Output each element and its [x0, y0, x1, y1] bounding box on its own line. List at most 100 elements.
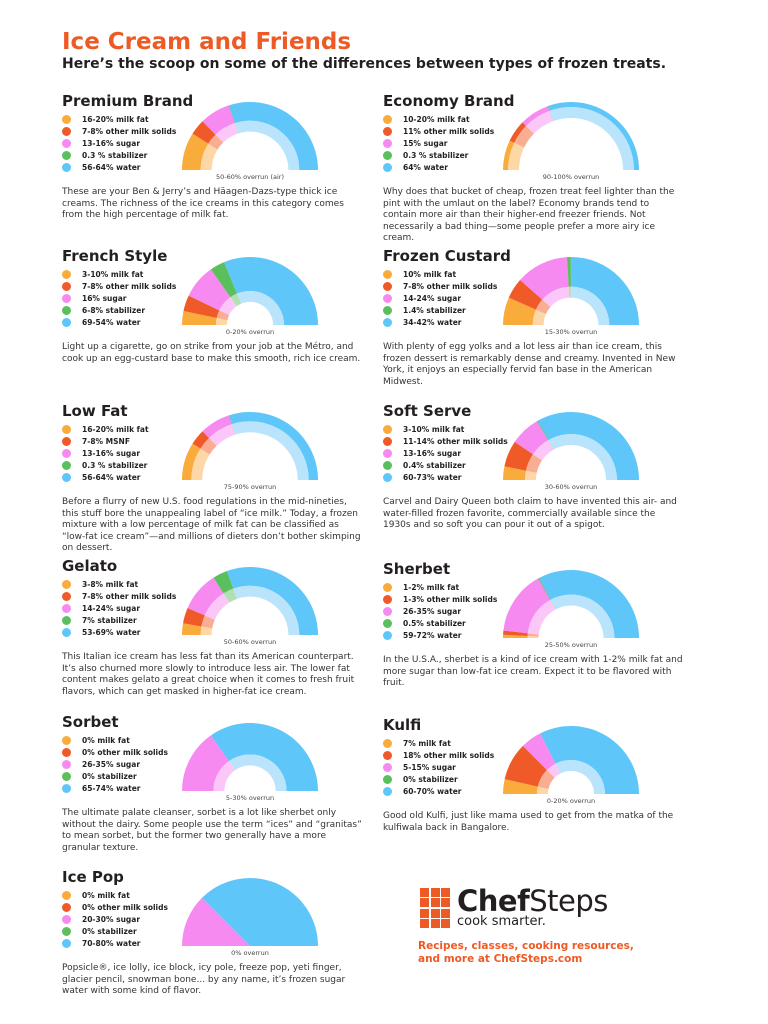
section-title: Economy Brand [383, 92, 515, 110]
overrun-segment-water [235, 120, 300, 170]
stabilizer-dot-icon [383, 305, 392, 315]
section-description: Good old Kulfi, just like mama used to g… [383, 811, 674, 833]
overrun-segment-other-milk-solids [526, 454, 542, 473]
legend-item-stabilizer: 1.4% stabilizer [383, 304, 497, 316]
composition-chart [503, 725, 639, 794]
legend-item-milk-fat: 0% milk fat [62, 889, 168, 901]
sugar-dot-icon [62, 138, 71, 148]
chart-legend: 0% milk fat 0% other milk solids 20-30% su… [62, 889, 168, 949]
stabilizer-dot-icon [383, 460, 392, 470]
overrun-label: 30-60% overrun [544, 483, 598, 491]
overrun-segment-sugar [542, 286, 570, 307]
other-milk-solids-dot-icon [383, 750, 392, 760]
legend-item-water: 34-42% water [383, 316, 497, 328]
water-dot-icon [62, 317, 71, 327]
sugar-dot-icon [383, 293, 392, 303]
legend-item-stabilizer: 0% stabilizer [62, 925, 168, 937]
sugar-dot-icon [62, 914, 71, 924]
overrun-segment-stabilizer [568, 286, 571, 298]
chart-legend: 10% milk fat 7-8% other milk solids 14-24%… [383, 268, 497, 328]
section-description: In the U.S.A., sherbet is a kind of ice … [383, 655, 683, 688]
legend-item-other-milk-solids: 7-8% other milk solids [383, 280, 497, 292]
stabilizer-dot-icon [383, 150, 392, 160]
overrun-segment-sugar [204, 593, 230, 620]
page-title: Ice Cream and Friends [62, 29, 352, 55]
section-description: These are your Ben & Jerry’s and Häagen-… [62, 187, 344, 220]
chart-legend: 10-20% milk fat 11% other milk solids 15% … [383, 113, 494, 173]
water-dot-icon [62, 472, 71, 482]
chart-legend: 7% milk fat 18% other milk solids 5-15% su… [383, 737, 494, 797]
stabilizer-dot-icon [62, 771, 71, 781]
section-low-fat: Low Fat 16-20% milk fat 7-8% MSNF 13-16% su… [62, 402, 372, 553]
overrun-segment-sugar [209, 424, 236, 446]
overrun-segment-water [550, 594, 615, 638]
section-title: Low Fat [62, 402, 128, 420]
section-title: Frozen Custard [383, 247, 511, 265]
chart-segment-sugar [202, 415, 232, 438]
water-dot-icon [62, 938, 71, 948]
legend-item-water: 69-54% water [62, 316, 176, 328]
overrun-segment-water [555, 760, 605, 794]
legend-item-milk-fat: 3-10% milk fat [383, 423, 508, 435]
section-title: Sherbet [383, 560, 451, 578]
other-milk-solids-dot-icon [383, 281, 392, 291]
chefsteps-logo[interactable]: ChefSteps cook smarter. [420, 887, 608, 929]
legend-item-stabilizer: 6-8% stabilizer [62, 304, 176, 316]
chart-segment-other-milk-solids [508, 279, 543, 310]
other-milk-solids-dot-icon [62, 436, 71, 446]
chart-legend: 3-8% milk fat 7-8% other milk solids 14-24… [62, 578, 176, 638]
section-kulfi: Kulfi 7% milk fat 18% other milk solids 5-1… [383, 716, 693, 866]
logo-wordmark: ChefSteps [457, 884, 608, 918]
chart-segment-milk-fat [503, 779, 538, 794]
stabilizer-dot-icon [62, 460, 71, 470]
composition-chart [503, 411, 639, 480]
milk-fat-dot-icon [383, 738, 392, 748]
chart-segment-stabilizer [537, 420, 549, 441]
overrun-label: 75-90% overrun [223, 483, 277, 491]
overrun-segment-milk-fat [200, 143, 218, 170]
section-title: Premium Brand [62, 92, 194, 110]
milk-fat-dot-icon [62, 890, 71, 900]
logo-grid-icon [420, 887, 450, 929]
water-dot-icon [62, 162, 71, 172]
chart-segment-sugar [182, 897, 250, 946]
stabilizer-dot-icon [383, 774, 392, 784]
overrun-segment-other-milk-solids [537, 769, 555, 789]
section-description: Popsicle®, ice lolly, ice block, icy pol… [62, 963, 346, 996]
sugar-dot-icon [62, 603, 71, 613]
chart-segment-other-milk-solids [504, 745, 547, 787]
overrun-segment-milk-fat [216, 318, 228, 325]
composition-chart [182, 723, 318, 791]
chart-segment-sugar [188, 269, 231, 311]
chart-legend: 1-2% milk fat 1-3% other milk solids 26-35… [383, 581, 497, 641]
milk-fat-dot-icon [383, 424, 392, 434]
overrun-segment-milk-fat [537, 786, 549, 794]
legend-item-stabilizer: 0.5% stabilizer [383, 617, 497, 629]
chart-segment-milk-fat [503, 466, 527, 480]
legend-item-sugar: 13-16% sugar [62, 137, 176, 149]
legend-item-other-milk-solids: 7-8% MSNF [62, 435, 149, 447]
legend-item-sugar: 14-24% sugar [62, 602, 176, 614]
section-title: Gelato [62, 557, 118, 575]
overrun-segment-other-milk-solids [216, 310, 230, 321]
chart-segment-stabilizer [213, 571, 234, 594]
chart-segment-sugar [522, 733, 556, 770]
legend-item-water: 56-64% water [62, 471, 149, 483]
section-description: Before a flurry of new U.S. food regulat… [62, 497, 361, 553]
legend-item-milk-fat: 10% milk fat [383, 268, 497, 280]
water-dot-icon [62, 783, 71, 793]
overrun-segment-milk-fat [191, 448, 210, 480]
promo-text[interactable]: Recipes, classes, cooking resources, and … [418, 940, 634, 965]
overrun-segment-other-milk-solids [208, 134, 224, 150]
legend-item-milk-fat: 16-20% milk fat [62, 113, 176, 125]
overrun-label: 50-60% overrun (air) [215, 173, 285, 181]
overrun-segment-water [550, 107, 634, 170]
overrun-segment-water [232, 421, 309, 480]
legend-item-sugar: 26-35% sugar [62, 758, 168, 770]
milk-fat-dot-icon [62, 424, 71, 434]
composition-chart [503, 256, 639, 325]
overrun-segment-sugar [219, 297, 237, 316]
overrun-segment-other-milk-solids [514, 125, 534, 148]
chart-segment-stabilizer [547, 105, 551, 111]
water-dot-icon [62, 627, 71, 637]
